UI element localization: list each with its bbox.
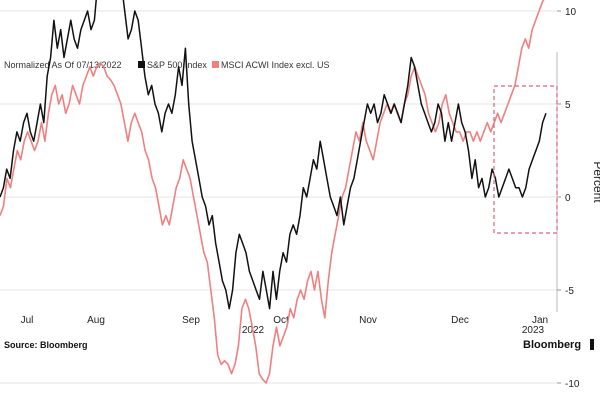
y-tick-labels: 151050-5-10	[557, 7, 580, 390]
bloomberg-logo-mark	[590, 339, 594, 350]
x-tick-label-jan: Jan	[532, 315, 548, 326]
legend: Normalized As Of 07/13/2022 S&P 500 Inde…	[4, 60, 330, 70]
series-lines	[0, 0, 547, 384]
series-line-msci-acwi-ex-us	[0, 0, 545, 384]
legend-swatch-sp500	[138, 61, 145, 68]
x-tick-label-oct: Oct	[273, 315, 289, 326]
legend-note: Normalized As Of 07/13/2022	[4, 60, 122, 70]
x-tick-label-sep: Sep	[182, 315, 200, 326]
x-tick-label-dec: Dec	[451, 315, 469, 326]
y-tick-label: -5	[565, 286, 574, 297]
x-tick-label-nov: Nov	[359, 315, 377, 326]
bloomberg-logo: Bloomberg	[523, 339, 581, 351]
y-tick-label: 5	[565, 100, 571, 111]
legend-label-msci: MSCI ACWI Index excl. US	[221, 60, 330, 70]
highlight-box	[493, 85, 558, 234]
legend-label-sp500: S&P 500 Index	[147, 60, 207, 70]
y-tick-label: 0	[565, 193, 571, 204]
y-axis-title: Percent	[591, 161, 600, 203]
legend-swatch-msci	[212, 61, 219, 68]
x-tick-label-jul: Jul	[21, 315, 34, 326]
gridlines	[0, 10, 557, 384]
y-tick-label: 10	[565, 7, 577, 18]
series-line-sp500	[0, 0, 547, 310]
x-tick-labels: Jul Aug Sep Oct Nov Dec Jan	[21, 315, 548, 326]
source-note: Source: Bloomberg	[4, 340, 88, 350]
y-tick-label: -10	[565, 379, 580, 390]
x-tick-label-aug: Aug	[87, 315, 105, 326]
x-year-label-2023: 2023	[522, 325, 545, 336]
